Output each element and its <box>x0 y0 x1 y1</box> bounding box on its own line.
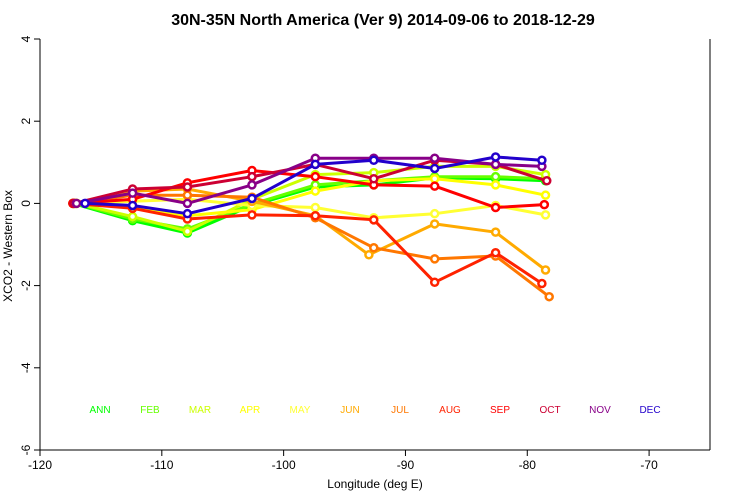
data-point <box>490 180 501 190</box>
y-axis-label: XCO2 - Western Box <box>1 190 15 302</box>
data-point <box>247 180 257 190</box>
data-point <box>540 190 551 200</box>
data-point <box>429 173 440 184</box>
y-tick-label: 4 <box>19 35 33 42</box>
data-point <box>539 199 550 210</box>
data-point <box>490 159 501 170</box>
series-dec <box>80 152 547 219</box>
data-point <box>247 193 257 204</box>
series-line-aug <box>72 201 543 285</box>
data-point <box>310 210 321 221</box>
x-tick-label: -70 <box>640 458 658 472</box>
legend-item-oct: OCT <box>539 405 560 416</box>
data-point <box>429 277 440 288</box>
data-point <box>429 163 440 174</box>
x-tick-label: -80 <box>519 458 537 472</box>
chart-title: 30N-35N North America (Ver 9) 2014-09-06… <box>171 12 595 29</box>
y-tick-label: -6 <box>19 444 33 455</box>
data-point <box>182 182 193 192</box>
data-point <box>537 278 547 289</box>
legend-item-mar: MAR <box>189 405 211 416</box>
data-point <box>540 210 551 220</box>
data-point <box>490 171 501 182</box>
data-point <box>490 152 501 162</box>
legend-item-may: MAY <box>290 405 311 416</box>
data-point <box>490 202 501 213</box>
data-point <box>127 211 138 222</box>
data-point <box>429 181 440 191</box>
legend-item-jun: JUN <box>340 405 359 416</box>
data-point <box>127 200 138 211</box>
x-tick-label: -90 <box>397 458 415 472</box>
data-point <box>429 153 440 163</box>
x-ticks: -120 -110 -100 -90 -80 -70 <box>28 450 658 472</box>
y-tick-label: 2 <box>19 118 33 125</box>
data-point <box>369 243 379 253</box>
y-ticks: -6 -4 -2 0 2 4 <box>19 35 40 455</box>
data-point <box>369 155 379 165</box>
x-tick-label: -120 <box>28 458 52 472</box>
data-point <box>182 190 193 200</box>
data-point <box>310 186 321 196</box>
data-point <box>537 155 547 165</box>
data-point <box>127 188 138 198</box>
data-point <box>310 159 321 170</box>
data-point <box>182 226 193 237</box>
y-tick-label: -2 <box>19 280 33 291</box>
data-point <box>369 173 379 184</box>
data-point <box>71 198 82 209</box>
legend-item-dec: DEC <box>639 405 660 416</box>
data-point <box>429 254 440 264</box>
data-point <box>182 198 193 209</box>
x-tick-label: -110 <box>150 458 173 472</box>
legend-item-ann: ANN <box>89 405 110 416</box>
legend-item-nov: NOV <box>589 405 611 416</box>
data-point <box>490 247 501 258</box>
legend: ANN FEB MAR APR MAY JUN JUL AUG SEP OCT NOV DEC <box>89 405 660 416</box>
data-point <box>182 208 193 219</box>
legend-item-jul: JUL <box>391 405 409 416</box>
data-point <box>364 250 374 260</box>
legend-item-sep: SEP <box>490 405 510 416</box>
data-point <box>540 265 551 275</box>
data-point <box>544 291 554 302</box>
series-layer <box>68 152 554 302</box>
legend-item-feb: FEB <box>140 405 160 416</box>
data-point <box>429 219 440 229</box>
y-tick-label: -4 <box>19 362 33 373</box>
data-point <box>310 202 321 213</box>
data-point <box>369 215 379 225</box>
data-point <box>247 171 257 182</box>
data-point <box>542 176 552 186</box>
y-tick-label: 0 <box>19 200 33 207</box>
data-point <box>80 198 90 209</box>
data-point <box>429 208 440 219</box>
x-tick-label: -100 <box>272 458 296 472</box>
legend-item-apr: APR <box>240 405 261 416</box>
data-point <box>490 227 501 237</box>
data-point <box>310 171 321 182</box>
x-axis-label: Longitude (deg E) <box>327 477 422 491</box>
legend-item-aug: AUG <box>439 405 461 416</box>
data-point <box>247 210 257 220</box>
